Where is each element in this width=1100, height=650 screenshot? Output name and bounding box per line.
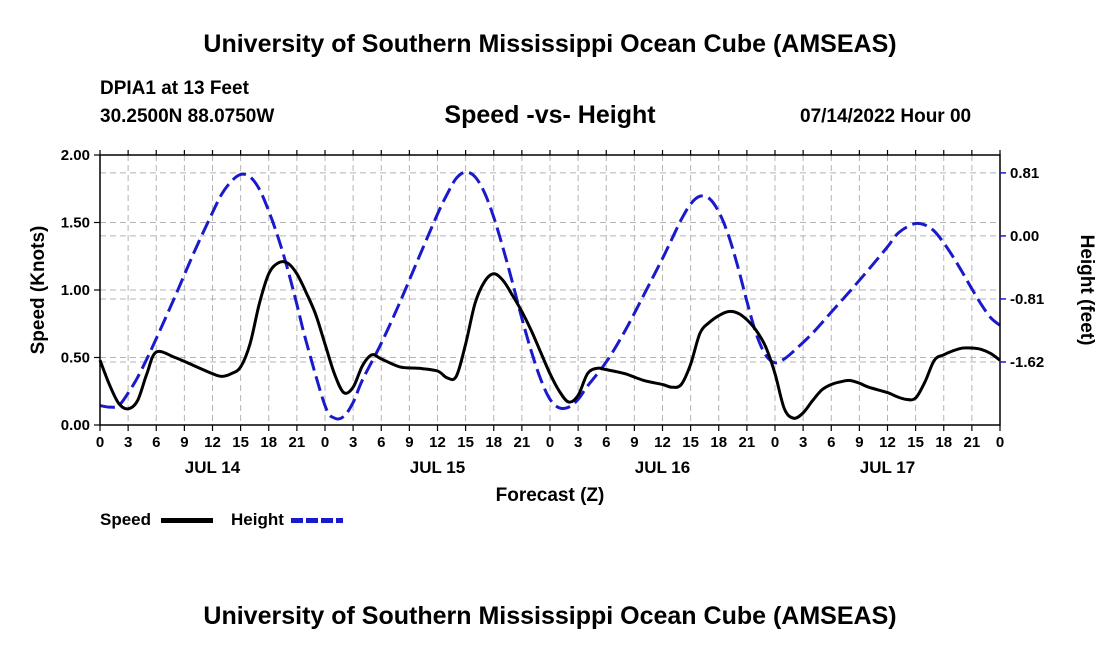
y-axis-label: Speed (Knots) [28, 226, 49, 355]
x-tick-label: 15 [907, 434, 924, 451]
y-tick-label: 1.00 [61, 282, 90, 299]
x-tick-label: 9 [855, 434, 863, 451]
chart-subtitle: Speed -vs- Height [444, 101, 656, 129]
x-tick-label: 9 [180, 434, 188, 451]
x-tick-label: 18 [935, 434, 952, 451]
x-tick-label: 21 [964, 434, 981, 451]
height-series-line [99, 170, 1001, 421]
x-tick-label: 0 [546, 434, 554, 451]
y-tick-label: 0.00 [61, 417, 90, 434]
x-tick-label: 6 [377, 434, 385, 451]
x-tick-label: 9 [630, 434, 638, 451]
x-tick-label: 15 [682, 434, 699, 451]
series-layer [98, 170, 1001, 421]
x-tick-label: 21 [739, 434, 756, 451]
x-tick-label: 6 [152, 434, 160, 451]
y-tick-label: 1.50 [61, 215, 90, 232]
y2-tick-label: 0.00 [1010, 228, 1039, 245]
x-tick-label: 3 [124, 434, 132, 451]
x-tick-label: 15 [457, 434, 474, 451]
x-tick-label: 21 [514, 434, 531, 451]
legend-speed-swatch [161, 518, 213, 523]
x-tick-label: 12 [429, 434, 446, 451]
y2-tick-label: -1.62 [1010, 354, 1044, 371]
x-tick-label: 15 [232, 434, 249, 451]
x-tick-label: 0 [996, 434, 1004, 451]
day-label: JUL 15 [410, 458, 465, 477]
speed-series-line [98, 260, 1001, 420]
x-tick-label: 0 [96, 434, 104, 451]
legend-height-label: Height [231, 510, 284, 529]
x-tick-label: 3 [799, 434, 807, 451]
axis-ticks [94, 150, 1006, 431]
y2-tick-label: -0.81 [1010, 291, 1044, 308]
x-tick-label: 18 [710, 434, 727, 451]
y-tick-label: 2.00 [61, 147, 90, 164]
grid-lines [100, 155, 1000, 425]
day-label: JUL 17 [860, 458, 915, 477]
x-axis-label: Forecast (Z) [496, 485, 605, 506]
x-tick-label: 12 [654, 434, 671, 451]
y-tick-label: 0.50 [61, 350, 90, 367]
x-tick-label: 12 [204, 434, 221, 451]
x-tick-label: 12 [879, 434, 896, 451]
y2-tick-label: 0.81 [1010, 165, 1039, 182]
footer-title: University of Southern Mississippi Ocean… [203, 602, 897, 630]
day-label: JUL 14 [185, 458, 241, 477]
legend-speed-label: Speed [100, 510, 152, 529]
x-tick-label: 6 [602, 434, 610, 451]
x-tick-label: 6 [827, 434, 835, 451]
x-tick-label: 18 [485, 434, 502, 451]
legend-height-swatch [291, 518, 343, 523]
station-label: DPIA1 at 13 Feet [100, 78, 249, 99]
x-tick-label: 0 [321, 434, 329, 451]
x-tick-label: 0 [771, 434, 779, 451]
forecast-date: 07/14/2022 Hour 00 [800, 106, 972, 127]
x-tick-label: 9 [405, 434, 413, 451]
axis-labels: 0 3 6 9 12 15 18 21 0 3 6 9 12 15 18 21 0 3 6 9 12 15 18 21 0 3 6 9… [28, 147, 1097, 506]
x-tick-label: 18 [260, 434, 277, 451]
coordinates-label: 30.2500N 88.0750W [100, 106, 275, 127]
day-label: JUL 16 [635, 458, 690, 477]
speed-height-chart: 0 3 6 9 12 15 18 21 0 3 6 9 12 15 18 21 0 3 6 9 12 15 18 21 0 3 6 9… [28, 147, 1097, 506]
x-tick-label: 21 [289, 434, 306, 451]
x-tick-label: 3 [574, 434, 582, 451]
chart-title: University of Southern Mississippi Ocean… [203, 30, 897, 58]
y2-axis-label: Height (feet) [1076, 235, 1097, 346]
x-tick-label: 3 [349, 434, 357, 451]
